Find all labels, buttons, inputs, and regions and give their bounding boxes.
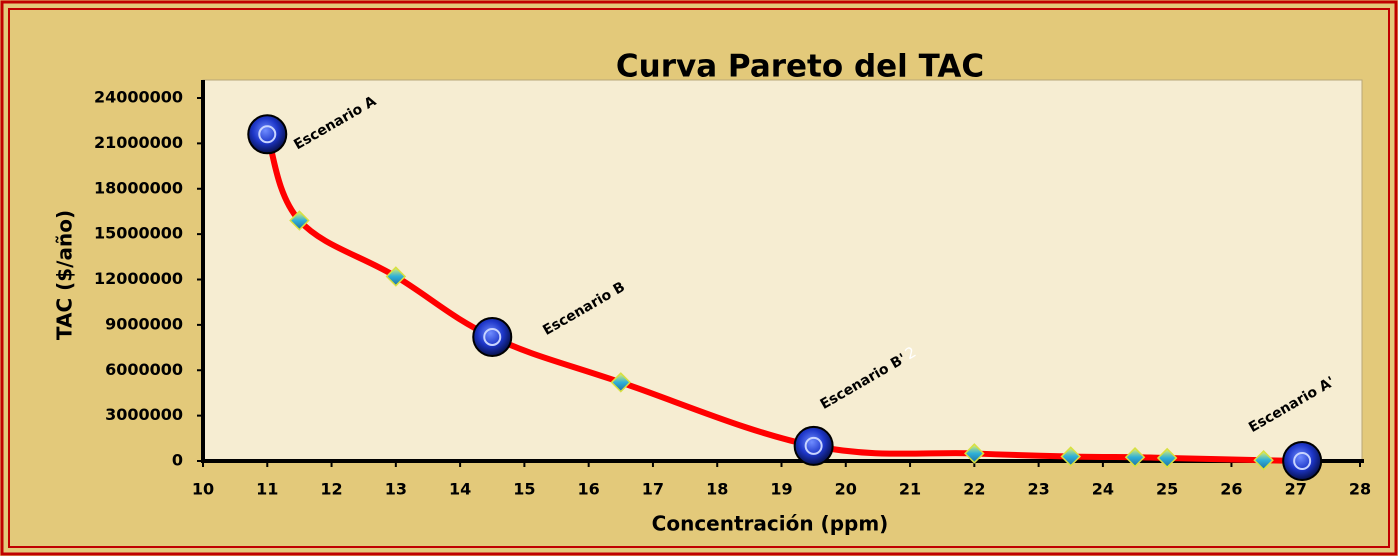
point-marker xyxy=(964,443,985,464)
y-tick-label: 0 xyxy=(172,451,183,470)
x-axis-title: Concentración (ppm) xyxy=(652,512,889,536)
y-tick-label: 18000000 xyxy=(94,178,183,197)
x-tick-label: 26 xyxy=(1220,480,1242,499)
x-tick-label: 21 xyxy=(899,480,921,499)
y-tick-label: 21000000 xyxy=(94,133,183,152)
x-tick-label: 11 xyxy=(256,480,278,499)
chart-title: Curva Pareto del TAC xyxy=(616,49,984,85)
x-tick-label: 23 xyxy=(1027,480,1049,499)
x-tick-label: 28 xyxy=(1349,480,1371,499)
x-tick-label: 15 xyxy=(513,480,535,499)
y-axis-title: TAC ($/año) xyxy=(53,210,77,340)
x-tick-label: 14 xyxy=(449,480,471,499)
x-tick-label: 22 xyxy=(963,480,985,499)
point-marker xyxy=(1253,449,1274,471)
scenario-marker-ring xyxy=(258,125,277,144)
y-tick-label: 24000000 xyxy=(94,88,183,107)
scenario-marker xyxy=(472,316,513,357)
y-tick-label: 12000000 xyxy=(94,269,183,288)
x-tick-label: 17 xyxy=(642,480,664,499)
x-tick-label: 12 xyxy=(320,480,342,499)
x-tick-label: 18 xyxy=(706,480,728,499)
x-tick-label: 27 xyxy=(1285,480,1307,499)
x-tick-label: 25 xyxy=(1156,480,1178,499)
y-tick-label: 3000000 xyxy=(105,405,183,424)
point-marker xyxy=(385,266,407,287)
scenario-marker xyxy=(1282,441,1323,481)
y-tick-label: 6000000 xyxy=(105,360,183,379)
y-tick-label: 15000000 xyxy=(94,224,183,243)
frame-inner xyxy=(8,8,1390,548)
x-tick-label: 20 xyxy=(835,480,857,499)
scenario-marker-ring xyxy=(804,436,823,455)
point-marker xyxy=(1124,446,1146,468)
scenario-marker-ring xyxy=(483,327,502,346)
scenario-marker xyxy=(247,114,288,155)
scenario-marker-ring xyxy=(1293,452,1312,470)
point-marker xyxy=(1156,447,1178,469)
x-tick-label: 13 xyxy=(385,480,407,499)
scenario-marker xyxy=(793,425,834,466)
y-tick-label: 9000000 xyxy=(105,314,183,333)
x-tick-label: 19 xyxy=(770,480,792,499)
x-tick-label: 16 xyxy=(578,480,600,499)
x-tick-label: 10 xyxy=(192,480,214,499)
point-marker xyxy=(1060,446,1082,467)
point-marker xyxy=(289,210,310,231)
point-marker xyxy=(610,372,632,393)
x-tick-label: 24 xyxy=(1092,480,1114,499)
plot-area xyxy=(202,79,1363,462)
